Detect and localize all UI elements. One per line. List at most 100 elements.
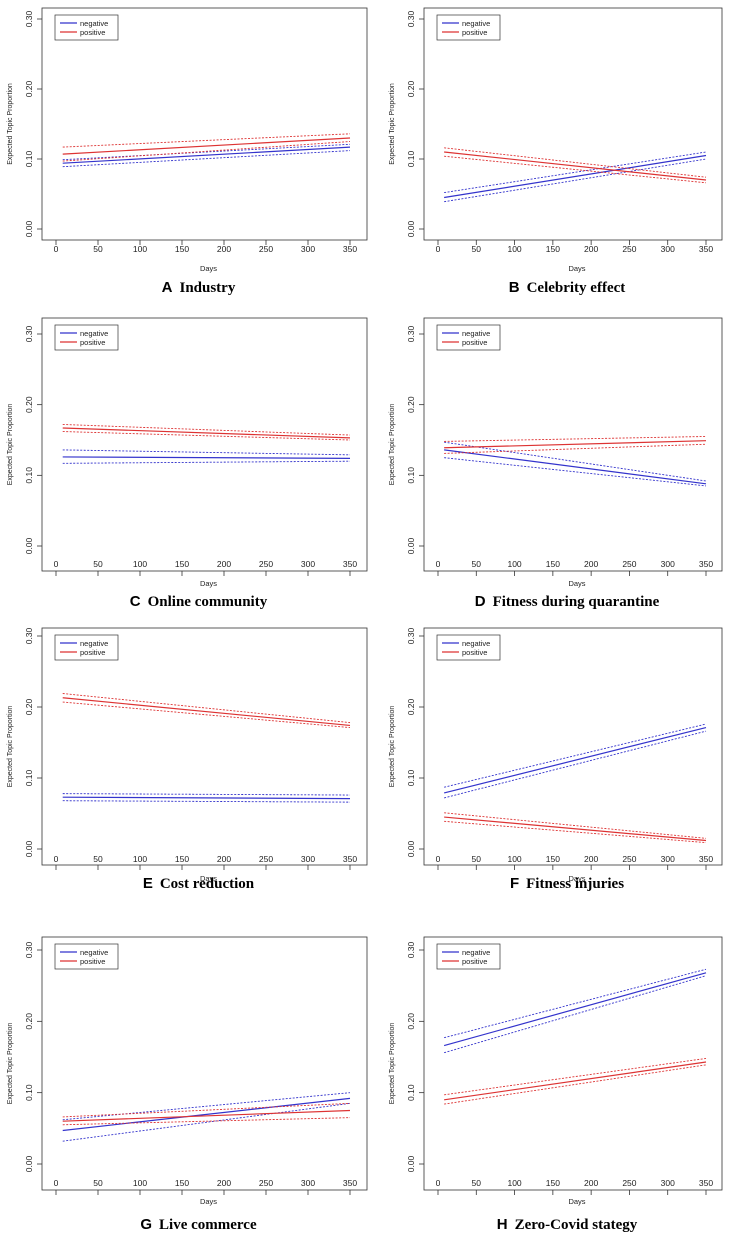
- y-tick-label: 0.10: [406, 150, 416, 167]
- x-tick-label: 350: [699, 244, 713, 254]
- x-tick-label: 350: [343, 244, 357, 254]
- x-axis-label: Days: [200, 1197, 217, 1206]
- caption-text: G Live commerce: [140, 1216, 257, 1233]
- x-axis-label: Days: [568, 264, 585, 273]
- x-axis-label: Days: [200, 874, 217, 883]
- x-tick-label: 200: [217, 244, 231, 254]
- x-tick-label: 300: [301, 559, 315, 569]
- ci-upper-line-positive: [62, 693, 351, 724]
- y-axis-label: Expected Topic Proportion: [389, 404, 396, 486]
- x-tick-label: 250: [622, 559, 636, 569]
- y-tick-label: 0.30: [406, 941, 416, 958]
- x-axis-label: Days: [200, 264, 217, 273]
- y-tick-label: 0.10: [406, 769, 416, 786]
- y-tick-label: 0.20: [24, 396, 34, 413]
- x-tick-label: 0: [436, 1178, 441, 1188]
- plot-frame: [423, 7, 723, 241]
- x-tick-label: 150: [175, 559, 189, 569]
- x-tick-label: 0: [436, 854, 441, 864]
- caption-letter: D: [475, 593, 486, 610]
- y-tick-label: 0.20: [24, 80, 34, 97]
- ci-lower-line-positive: [444, 155, 707, 184]
- legend-label-positive: positive: [80, 338, 105, 347]
- panel-caption: G Live commerce: [140, 1216, 257, 1233]
- series-positive: [62, 424, 351, 441]
- ci-upper-line-negative: [444, 968, 707, 1039]
- mean-line-positive: [62, 1109, 351, 1122]
- legend-label-positive: positive: [462, 957, 487, 966]
- mean-line-negative: [444, 154, 707, 199]
- mean-line-negative: [62, 146, 351, 164]
- y-axis-label: Expected Topic Proportion: [389, 83, 396, 165]
- ci-upper-line-negative: [62, 793, 351, 796]
- x-tick-label: 300: [661, 854, 675, 864]
- legend-label-negative: negative: [80, 19, 108, 28]
- caption-title: Celebrity effect: [527, 280, 626, 296]
- y-tick-label: 0.30: [24, 941, 34, 958]
- panel-caption: C Online community: [130, 593, 268, 610]
- x-tick-label: 150: [175, 854, 189, 864]
- x-tick-label: 50: [93, 559, 103, 569]
- series-negative: [444, 151, 707, 203]
- caption-text: H Zero-Covid stategy: [497, 1216, 638, 1233]
- ci-upper-line-negative: [444, 151, 707, 194]
- series-positive: [444, 436, 707, 454]
- legend-box: [436, 634, 501, 661]
- mean-line-positive: [444, 816, 707, 842]
- x-tick-label: 350: [699, 854, 713, 864]
- x-tick-label: 350: [343, 559, 357, 569]
- x-tick-label: 200: [217, 559, 231, 569]
- legend-label-negative: negative: [80, 329, 108, 338]
- y-tick-label: 0.30: [406, 325, 416, 342]
- plot-frame: [41, 7, 368, 241]
- x-tick-label: 300: [301, 1178, 315, 1188]
- panel-caption: B Celebrity effect: [509, 279, 626, 296]
- x-tick-label: 150: [546, 854, 560, 864]
- series-negative: [443, 968, 707, 1054]
- caption-letter: A: [162, 279, 173, 296]
- ci-lower-line-negative: [443, 975, 707, 1054]
- x-tick-label: 50: [93, 1178, 103, 1188]
- caption-title: Cost reduction: [160, 876, 255, 892]
- series-negative: [62, 793, 351, 803]
- legend-label-positive: positive: [80, 957, 105, 966]
- caption-text: E Cost reduction: [143, 875, 255, 892]
- series-negative: [62, 449, 351, 464]
- x-tick-label: 100: [507, 1178, 521, 1188]
- plot-frame: [41, 936, 368, 1191]
- x-tick-label: 100: [507, 854, 521, 864]
- y-tick-label: 0.30: [24, 10, 34, 27]
- y-axis-label: Expected Topic Proportion: [7, 1023, 14, 1105]
- x-tick-label: 150: [546, 559, 560, 569]
- legend-label-positive: positive: [462, 338, 487, 347]
- x-tick-label: 350: [343, 1178, 357, 1188]
- x-tick-label: 200: [584, 1178, 598, 1188]
- panel-caption: H Zero-Covid stategy: [497, 1216, 638, 1233]
- x-tick-label: 250: [622, 244, 636, 254]
- x-tick-label: 100: [133, 854, 147, 864]
- x-tick-label: 250: [259, 559, 273, 569]
- caption-title: Zero-Covid stategy: [515, 1217, 638, 1233]
- ci-lower-line-negative: [444, 730, 707, 799]
- y-tick-label: 0.20: [24, 1013, 34, 1030]
- caption-text: A Industry: [162, 279, 236, 296]
- caption-letter: B: [509, 279, 520, 296]
- plot-frame: [41, 627, 368, 866]
- ci-lower-line-positive: [444, 1064, 707, 1105]
- panel-caption: D Fitness during quarantine: [475, 593, 660, 610]
- x-tick-label: 100: [507, 559, 521, 569]
- mean-line-negative: [444, 449, 707, 485]
- caption-text: D Fitness during quarantine: [475, 593, 660, 610]
- ci-upper-line-positive: [444, 147, 707, 178]
- ci-lower-line-negative: [62, 1102, 351, 1142]
- series-positive: [62, 693, 351, 729]
- mean-line-negative: [443, 727, 707, 794]
- y-tick-label: 0.30: [406, 627, 416, 644]
- x-tick-label: 0: [54, 1178, 59, 1188]
- y-tick-label: 0.00: [406, 840, 416, 857]
- mean-line-positive: [444, 440, 707, 449]
- chart-panel-a: 0 50 100 150 200 250 300 350 0.00 0.10 0.20 0.30 Day…: [7, 7, 368, 296]
